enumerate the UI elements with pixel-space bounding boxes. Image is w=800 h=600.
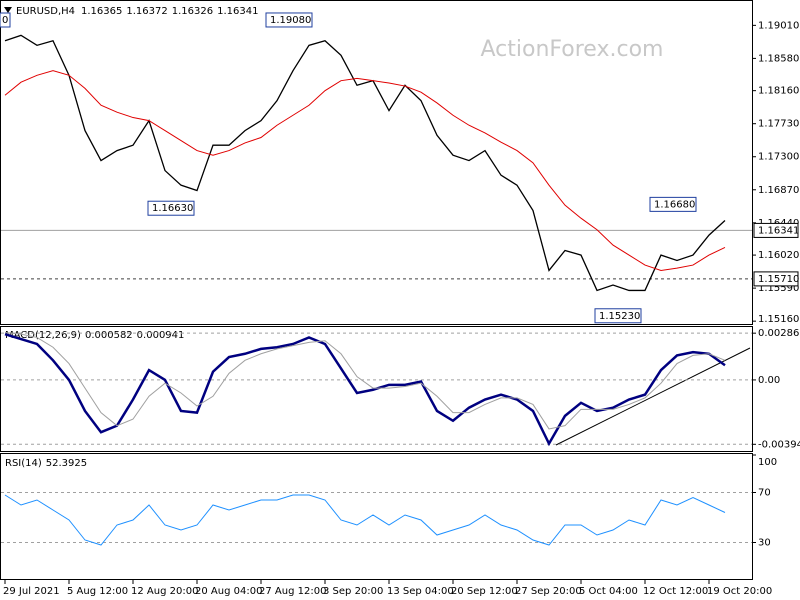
annotation-label: 1.16630 — [152, 203, 193, 214]
trend-line — [555, 347, 751, 446]
low: 1.16326 — [172, 6, 213, 17]
annotation-label: 1.15230 — [599, 311, 640, 322]
macd-panel — [0, 326, 753, 452]
x-tick-label: 20 Aug 04:00 — [195, 586, 262, 597]
x-tick-label: 12 Oct 12:00 — [643, 586, 708, 597]
macd-header: MACD(12,26,9) 0.000582 0.000941 — [5, 330, 184, 341]
corner-label-box — [0, 12, 11, 28]
level-label-box — [753, 271, 799, 287]
y-tick-label: 1.15590 — [758, 283, 799, 294]
y-tick-label: 70 — [758, 488, 771, 499]
series-line — [4, 494, 726, 546]
x-tick-label: 27 Aug 12:00 — [259, 586, 326, 597]
y-tick-label: 0.00 — [758, 375, 780, 386]
macd-value: 0.000582 — [85, 330, 133, 341]
y-tick-label: 1.19010 — [758, 20, 799, 31]
high: 1.16372 — [126, 6, 167, 17]
rsi-value: 52.3925 — [46, 458, 87, 469]
x-tick-label: 12 Aug 20:00 — [131, 586, 198, 597]
y-tick-label: 0.002861 — [758, 328, 800, 339]
rsi-header: RSI(14) 52.3925 — [5, 458, 87, 469]
annotation-box — [649, 196, 697, 212]
series-line — [4, 332, 726, 430]
x-tick-label: 27 Sep 20:00 — [515, 586, 582, 597]
x-tick-label: 5 Aug 12:00 — [67, 586, 128, 597]
series-line — [4, 70, 726, 271]
y-tick-label: 30 — [758, 538, 771, 549]
x-tick-label: 3 Sep 20:00 — [323, 586, 383, 597]
x-tick-label: 20 Sep 12:00 — [451, 586, 518, 597]
menu-icon[interactable] — [4, 7, 12, 13]
price-panel — [0, 0, 753, 325]
annotation-box — [594, 308, 642, 324]
y-tick-label: 1.17300 — [758, 152, 799, 163]
annotation-label: 1.16680 — [654, 199, 695, 210]
x-tick-label: 13 Sep 04:00 — [387, 586, 454, 597]
rsi-panel — [0, 453, 753, 580]
y-tick-label: 1.17730 — [758, 119, 799, 130]
x-tick-label: 5 Oct 04:00 — [579, 586, 638, 597]
annotation-box — [265, 12, 313, 28]
y-tick-label: 1.15160 — [758, 314, 799, 325]
x-tick-label: 29 Jul 2021 — [3, 586, 60, 597]
y-tick-label: 1.16020 — [758, 250, 799, 261]
macd-title: MACD(12,26,9) — [5, 330, 81, 341]
open: 1.16365 — [81, 6, 122, 17]
y-tick-label: 100 — [758, 457, 777, 468]
series-line — [4, 34, 726, 292]
corner-label: 0 — [2, 15, 8, 26]
y-tick-label: 1.18580 — [758, 53, 799, 64]
symbol: EURUSD,H4 — [16, 6, 75, 17]
price-header: EURUSD,H4 1.16365 1.16372 1.16326 1.16341 — [16, 6, 258, 17]
y-tick-label: 1.18160 — [758, 86, 799, 97]
signal-value: 0.000941 — [137, 330, 185, 341]
watermark: ActionForex.com — [481, 37, 664, 62]
level-label: 1.15710 — [758, 274, 799, 285]
current-price-label: 1.16341 — [758, 225, 799, 236]
rsi-title: RSI(14) — [5, 458, 42, 469]
x-tick-label: 19 Oct 20:00 — [707, 586, 772, 597]
y-tick-label: 1.16870 — [758, 185, 799, 196]
close: 1.16341 — [217, 6, 258, 17]
current-price-box — [753, 222, 799, 238]
annotation-label: 1.19080 — [270, 15, 311, 26]
annotation-box — [147, 200, 195, 216]
y-tick-label: -0.00394 — [758, 439, 800, 450]
